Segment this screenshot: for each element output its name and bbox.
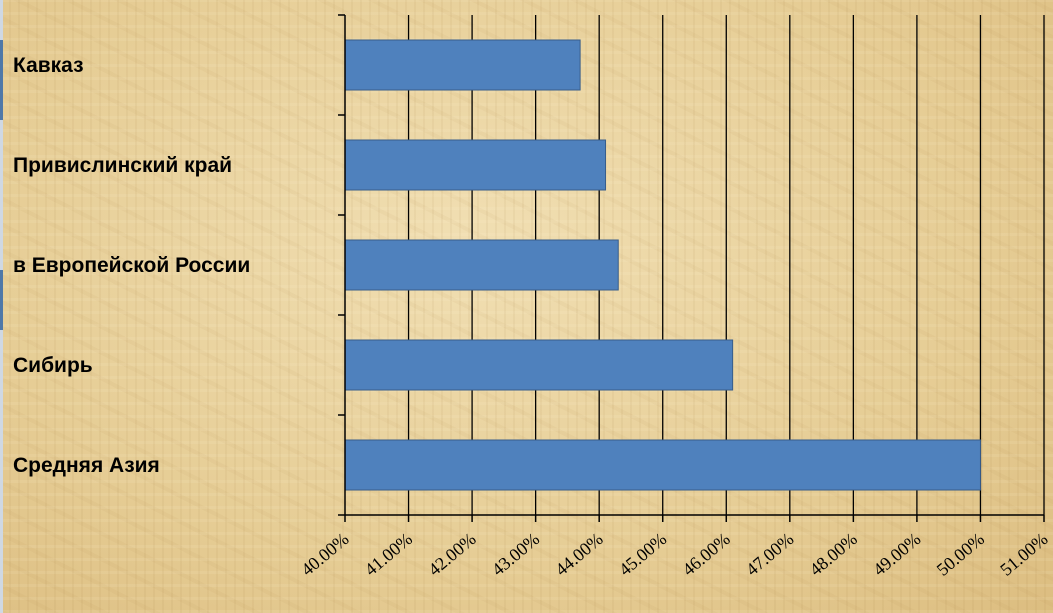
window-edge xyxy=(0,0,3,613)
x-tick-label: 48.00% xyxy=(806,529,861,580)
bar xyxy=(344,439,981,491)
x-tick-labels: 40.00% 41.00% 42.00% 43.00% 44.00% 45.00% 46.0… xyxy=(297,529,1051,580)
category-labels: Кавказ Привислинский край в Европейской Ро… xyxy=(13,54,250,477)
bar xyxy=(344,39,581,91)
x-tick-label: 41.00% xyxy=(361,529,416,580)
x-tick-label: 50.00% xyxy=(933,529,988,580)
bars xyxy=(344,39,981,491)
axes xyxy=(338,14,1045,522)
x-tick-label: 40.00% xyxy=(297,529,352,580)
bar xyxy=(344,139,607,191)
x-tick-label: 49.00% xyxy=(869,529,924,580)
x-tick-label: 45.00% xyxy=(615,529,670,580)
bar xyxy=(344,339,734,391)
x-tick-label: 44.00% xyxy=(551,529,606,580)
x-tick-label: 51.00% xyxy=(996,529,1051,580)
category-label: Средняя Азия xyxy=(13,454,160,477)
x-tick-label: 46.00% xyxy=(678,529,733,580)
category-label: Привислинский край xyxy=(13,154,232,177)
x-tick-label: 43.00% xyxy=(488,529,543,580)
x-tick-label: 47.00% xyxy=(742,529,797,580)
category-label: Кавказ xyxy=(13,54,84,77)
category-label: Сибирь xyxy=(13,354,93,377)
bar xyxy=(344,239,619,291)
x-tick-label: 42.00% xyxy=(424,529,479,580)
category-label: в Европейской России xyxy=(13,254,250,277)
